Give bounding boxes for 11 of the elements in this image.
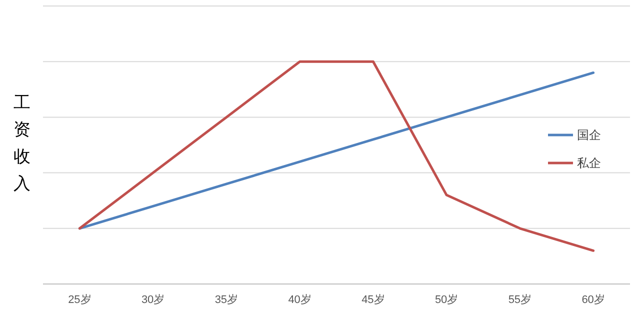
x-tick-label: 35岁 [214,294,238,306]
x-tick-label: 40岁 [288,294,312,306]
y-axis-title: 工资收入 [14,93,30,193]
legend-label: 国企 [577,128,601,142]
x-tick-label: 55岁 [508,294,532,306]
x-tick-label: 30岁 [141,294,165,306]
x-tick-label: 50岁 [434,294,458,306]
x-tick-label: 60岁 [582,294,605,306]
x-tick-label: 25岁 [68,294,92,306]
x-tick-label: 45岁 [362,294,385,306]
legend-label: 私企 [577,156,601,170]
